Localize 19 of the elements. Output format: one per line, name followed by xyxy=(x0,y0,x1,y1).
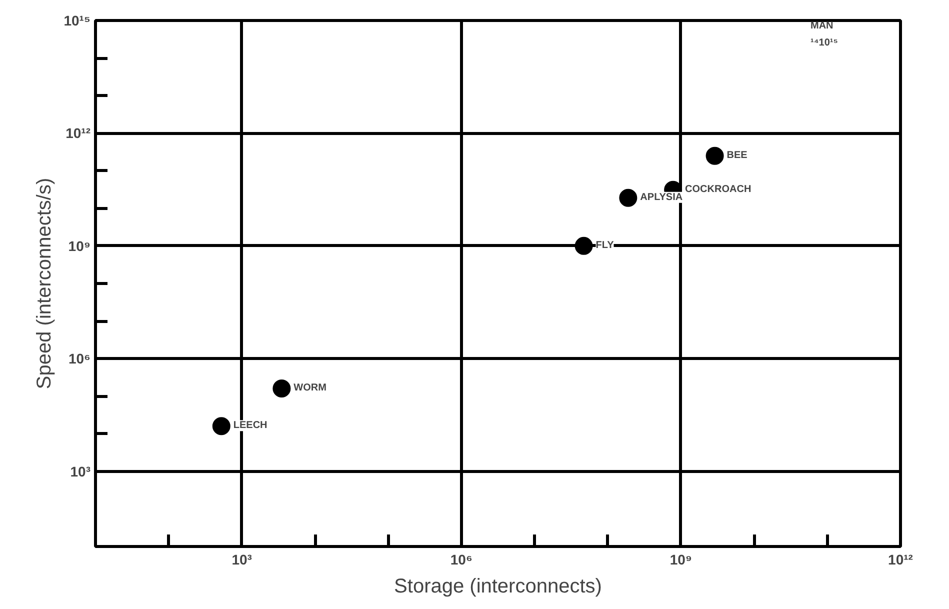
x-tick-label: 10¹² xyxy=(888,552,914,568)
annotation: MAN xyxy=(810,20,834,32)
y-tick-label: 10¹⁵ xyxy=(64,12,90,28)
annotation: BEE xyxy=(726,150,748,161)
y-axis-title: Speed (interconnects/s) xyxy=(34,178,56,390)
x-tick-label: 10³ xyxy=(232,552,252,568)
x-tick-label: 10⁶ xyxy=(450,552,472,568)
y-tick-label: 10³ xyxy=(70,463,91,480)
annotation: WORM xyxy=(294,382,326,394)
annotation: ¹⁴10¹⁵ xyxy=(810,38,838,48)
y-tick-label: 10⁶ xyxy=(68,350,91,367)
x-tick-label: 10⁹ xyxy=(670,552,692,568)
x-axis-title: Storage (interconnects) xyxy=(394,576,602,598)
annotation: APLYSIA xyxy=(640,192,683,203)
y-tick-label: 10¹² xyxy=(66,125,91,142)
annotation: LEECH xyxy=(233,420,268,432)
annotation: FLY xyxy=(596,240,614,251)
annotation: COCKROACH xyxy=(685,184,752,195)
y-tick-label: 10⁹ xyxy=(68,238,90,254)
